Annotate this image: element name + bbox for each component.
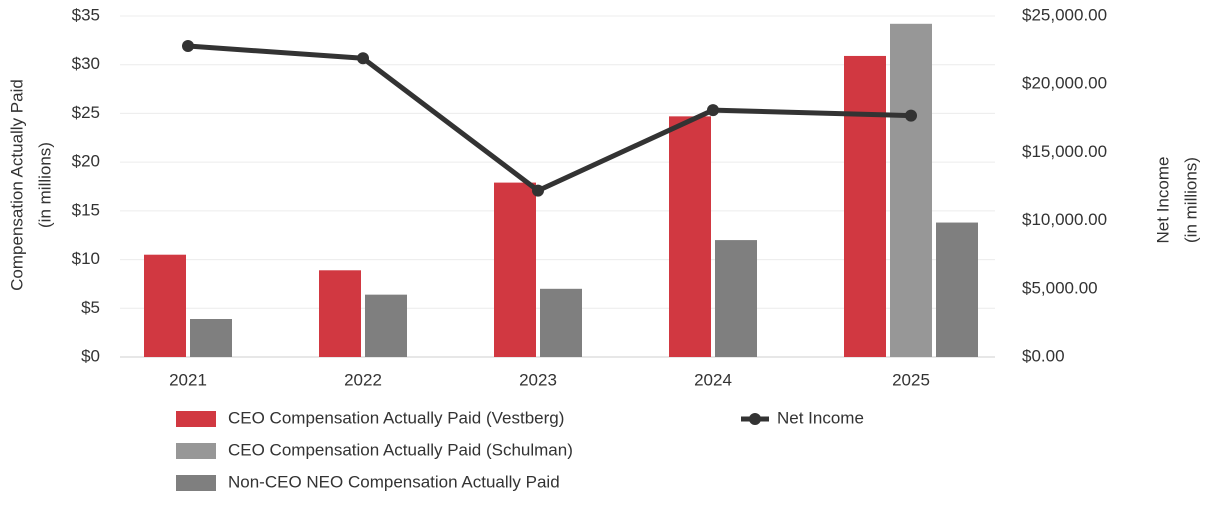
- x-tick-label: 2021: [169, 370, 207, 389]
- bar: [494, 182, 536, 357]
- legend-label: CEO Compensation Actually Paid (Vestberg…: [228, 408, 564, 427]
- x-tick-label: 2025: [892, 370, 930, 389]
- y-tick-label: $20: [72, 152, 100, 171]
- y2-tick-label: $10,000.00: [1022, 210, 1107, 229]
- bar: [365, 294, 407, 357]
- legend-marker: [749, 413, 761, 425]
- legend-label: CEO Compensation Actually Paid (Schulman…: [228, 440, 573, 459]
- y-axis-title: (in millions): [35, 142, 54, 228]
- bar: [540, 288, 582, 357]
- y2-tick-label: $5,000.00: [1022, 278, 1098, 297]
- legend-swatch: [176, 411, 216, 427]
- legend-label: Non-CEO NEO Compensation Actually Paid: [228, 472, 560, 491]
- y2-tick-label: $0.00: [1022, 346, 1065, 365]
- x-tick-label: 2023: [519, 370, 557, 389]
- line-marker: [905, 109, 917, 122]
- legend-swatch: [176, 475, 216, 491]
- y2-axis-title: Net Income: [1153, 157, 1172, 244]
- bar: [319, 270, 361, 357]
- legend-label: Net Income: [777, 408, 864, 427]
- y-tick-label: $30: [72, 54, 100, 73]
- y-tick-label: $25: [72, 103, 100, 122]
- y-axis-title: Compensation Actually Paid: [7, 79, 26, 291]
- y-tick-label: $10: [72, 249, 100, 268]
- y-tick-label: $35: [72, 5, 100, 24]
- y2-tick-label: $20,000.00: [1022, 74, 1107, 93]
- line-marker: [182, 40, 194, 53]
- bar: [144, 254, 186, 357]
- y2-tick-label: $15,000.00: [1022, 142, 1107, 161]
- y2-tick-label: $25,000.00: [1022, 5, 1107, 24]
- x-tick-label: 2024: [694, 370, 732, 389]
- legend-swatch: [176, 443, 216, 459]
- x-tick-label: 2022: [344, 370, 382, 389]
- bar: [190, 319, 232, 357]
- y-tick-label: $15: [72, 200, 100, 219]
- y2-axis-title: (in millions): [1181, 157, 1200, 243]
- y-tick-label: $0: [81, 346, 100, 365]
- bar: [669, 116, 711, 357]
- line-marker: [532, 184, 544, 197]
- line: [187, 43, 912, 194]
- bar: [844, 55, 886, 358]
- y-tick-label: $5: [81, 298, 100, 317]
- bar: [890, 23, 932, 358]
- line-marker: [357, 52, 369, 65]
- bar: [936, 222, 978, 357]
- bar: [715, 240, 757, 357]
- line-marker: [707, 104, 719, 117]
